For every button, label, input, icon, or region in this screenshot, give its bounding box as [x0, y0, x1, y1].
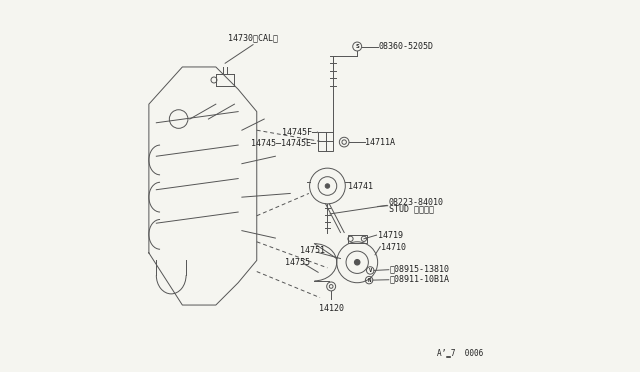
Text: ⓥ08915-13810: ⓥ08915-13810: [390, 264, 450, 273]
Circle shape: [325, 184, 330, 188]
Text: V: V: [369, 268, 372, 273]
Text: A’‗7  0006: A’‗7 0006: [437, 348, 484, 357]
Text: 14745F─: 14745F─: [282, 128, 317, 137]
Text: ⓝ08911-10B1A: ⓝ08911-10B1A: [390, 275, 450, 283]
Text: S: S: [355, 44, 359, 49]
Text: STUD スタッド: STUD スタッド: [389, 205, 434, 214]
Text: 14719: 14719: [378, 231, 403, 240]
Text: 14711A: 14711A: [365, 138, 396, 147]
Text: 14120: 14120: [319, 304, 344, 313]
Text: 14741: 14741: [348, 182, 373, 190]
Text: N: N: [367, 278, 371, 283]
Text: 14710: 14710: [381, 243, 406, 252]
Text: 14745─14745E─: 14745─14745E─: [252, 139, 316, 148]
Text: 14751: 14751: [300, 246, 324, 255]
Text: 08360-5205D: 08360-5205D: [378, 42, 433, 51]
Text: 08223-84010: 08223-84010: [389, 198, 444, 207]
Text: 14755: 14755: [285, 258, 310, 267]
Circle shape: [355, 260, 360, 265]
Text: 14730〈CAL〉: 14730〈CAL〉: [228, 34, 278, 43]
